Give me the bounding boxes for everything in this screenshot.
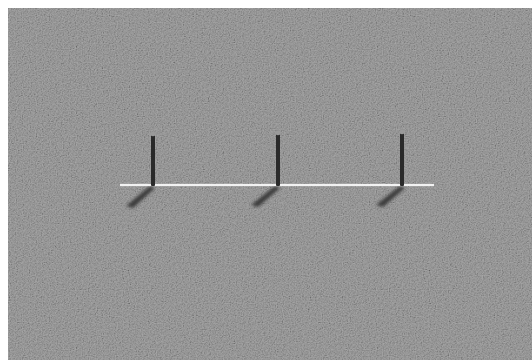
pole-1 xyxy=(150,131,156,186)
pole-shaft xyxy=(400,133,404,186)
pole-shadows xyxy=(126,186,405,208)
pole-shadow-1 xyxy=(126,186,155,208)
pole-2 xyxy=(275,130,281,186)
pole-cap xyxy=(399,129,405,135)
pole-shadow-2 xyxy=(251,186,280,207)
pole-cap xyxy=(275,130,281,136)
pole-cap xyxy=(150,131,156,137)
pole-shaft xyxy=(151,135,155,186)
pole-shadow-3 xyxy=(376,186,405,207)
pole-3 xyxy=(399,129,405,186)
pole-shaft xyxy=(276,134,280,186)
